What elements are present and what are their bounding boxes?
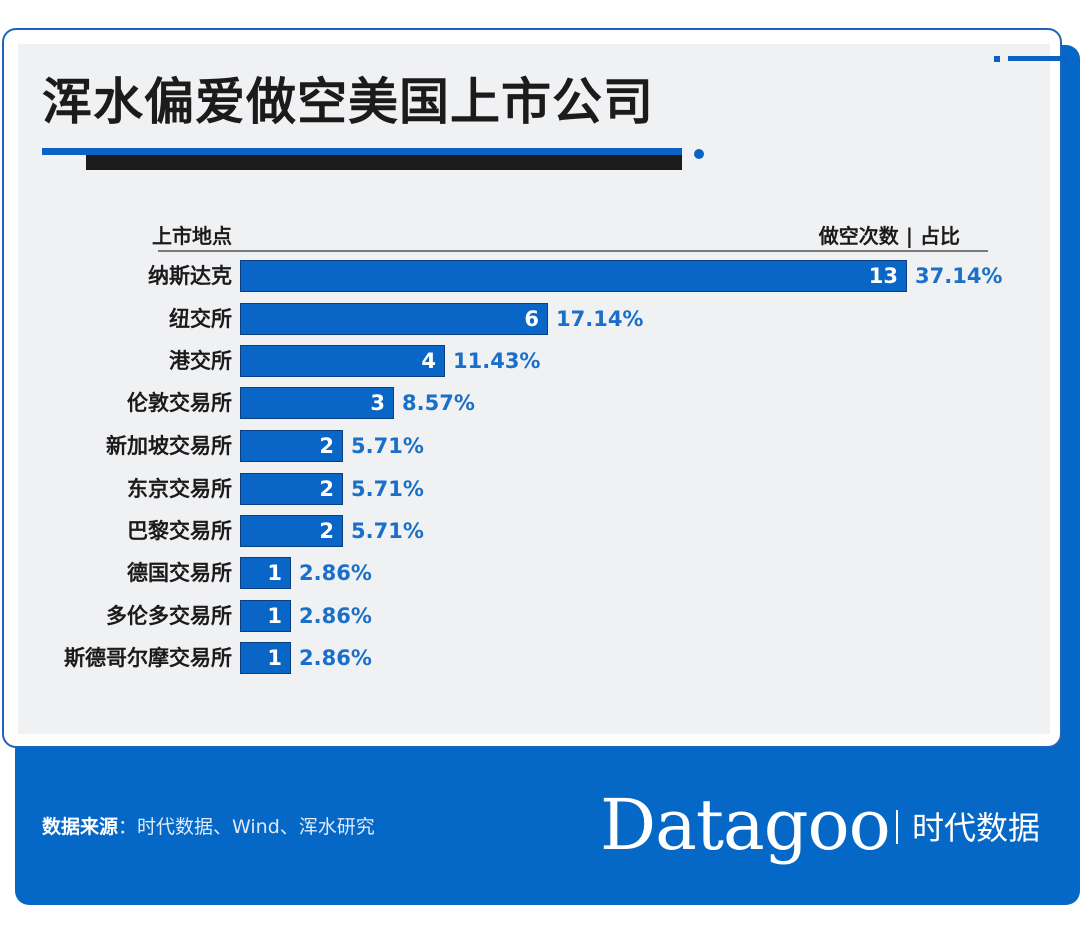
column-header-location: 上市地点 [152,224,232,248]
logo-divider [896,810,898,844]
bar: 6 [240,303,548,335]
logo-chinese-name: 时代数据 [912,809,1041,847]
bar-label: 斯德哥尔摩交易所 [64,646,232,670]
bar-label: 巴黎交易所 [127,519,232,543]
bar-row: 港交所 4 11.43% [0,345,1080,377]
bar-value: 4 [421,349,436,373]
chart-title: 浑水偏爱做空美国上市公司 [42,73,654,131]
bar: 2 [240,430,343,462]
bar-label: 纽交所 [169,307,232,331]
bar-row: 德国交易所 1 2.86% [0,557,1080,589]
bar-row: 多伦多交易所 1 2.86% [0,600,1080,632]
bar-percentage: 11.43% [453,349,541,373]
corner-decoration-square [994,56,1000,62]
title-underline-blue [42,148,682,155]
bar-label: 纳斯达克 [148,264,232,288]
bar-row: 纽交所 6 17.14% [0,303,1080,335]
title-dot-decoration [694,149,704,159]
bar-label: 东京交易所 [127,477,232,501]
bar-row: 巴黎交易所 2 5.71% [0,515,1080,547]
bar-label: 港交所 [169,349,232,373]
bar-row: 斯德哥尔摩交易所 1 2.86% [0,642,1080,674]
bar-percentage: 8.57% [402,391,475,415]
bar: 2 [240,473,343,505]
source-text: 时代数据、Wind、浑水研究 [137,816,375,838]
bar-value: 1 [267,646,282,670]
bar-percentage: 5.71% [351,434,424,458]
header-rule [158,250,988,252]
bar-percentage: 2.86% [299,604,372,628]
bar-value: 1 [267,604,282,628]
source-separator: ： [118,816,138,838]
bar: 4 [240,345,445,377]
datagoo-logo: Datagoo [600,784,891,866]
bar-label: 新加坡交易所 [106,434,232,458]
bar: 1 [240,557,291,589]
bar-row: 东京交易所 2 5.71% [0,473,1080,505]
column-header-count-share: 做空次数 | 占比 [818,224,960,248]
bar-row: 纳斯达克 13 37.14% [0,260,1080,292]
bar-value: 3 [370,391,385,415]
bar-label: 多伦多交易所 [106,604,232,628]
bar-value: 1 [267,561,282,585]
title-underline-black [86,155,682,170]
data-source: 数据来源：时代数据、Wind、浑水研究 [42,812,375,839]
bar-percentage: 2.86% [299,646,372,670]
bar-percentage: 17.14% [556,307,644,331]
bar-value: 6 [524,307,539,331]
bar: 1 [240,600,291,632]
bar: 2 [240,515,343,547]
bar-percentage: 5.71% [351,519,424,543]
corner-decoration-line [1008,56,1068,61]
bar-value: 2 [319,519,334,543]
bar: 13 [240,260,907,292]
source-label: 数据来源 [42,816,119,838]
bar: 1 [240,642,291,674]
bar-label: 德国交易所 [127,561,232,585]
bar-percentage: 5.71% [351,477,424,501]
bar-value: 2 [319,477,334,501]
bar-label: 伦敦交易所 [127,391,232,415]
bar: 3 [240,387,394,419]
bar-row: 新加坡交易所 2 5.71% [0,430,1080,462]
bar-value: 2 [319,434,334,458]
bar-value: 13 [868,264,898,288]
bar-percentage: 37.14% [915,264,1003,288]
bar-row: 伦敦交易所 3 8.57% [0,387,1080,419]
bar-percentage: 2.86% [299,561,372,585]
